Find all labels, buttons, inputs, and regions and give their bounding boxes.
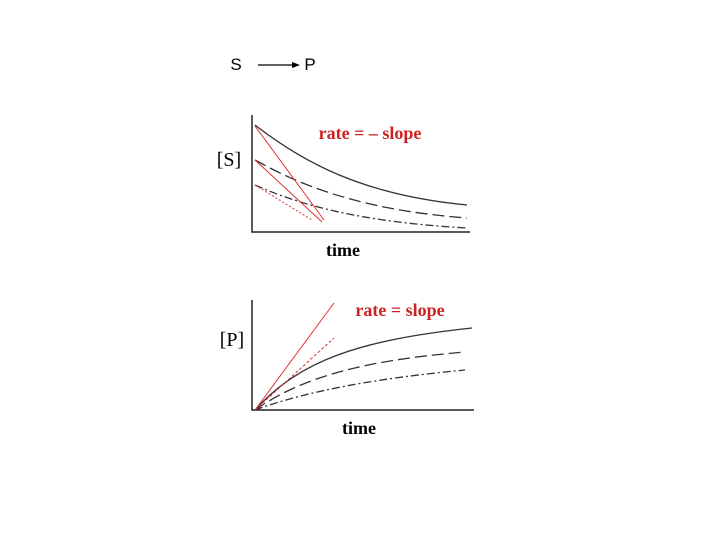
- tangent: [254, 159, 323, 223]
- product: P: [304, 55, 315, 74]
- curve: [254, 327, 473, 411]
- tangent: [254, 125, 325, 221]
- annotation: rate = – slope: [319, 123, 422, 143]
- arrow-head: [292, 62, 300, 68]
- curve: [254, 351, 466, 411]
- curve: [254, 184, 468, 229]
- y-label: [P]: [220, 329, 244, 351]
- bottom-plot: rate = slope [P] time: [220, 300, 474, 438]
- x-label: time: [342, 418, 376, 438]
- reactant: S: [230, 55, 241, 74]
- y-label: [S]: [217, 149, 241, 171]
- curve: [254, 124, 468, 206]
- curve: [254, 159, 468, 219]
- axes: [251, 115, 470, 233]
- tangent: [254, 302, 335, 411]
- axes: [251, 300, 474, 411]
- tangent: [254, 337, 335, 411]
- top-plot: rate = – slope [S] time: [217, 115, 470, 260]
- x-label: time: [326, 240, 360, 260]
- tangent: [254, 184, 313, 221]
- annotation: rate = slope: [355, 300, 444, 320]
- curve: [254, 369, 466, 411]
